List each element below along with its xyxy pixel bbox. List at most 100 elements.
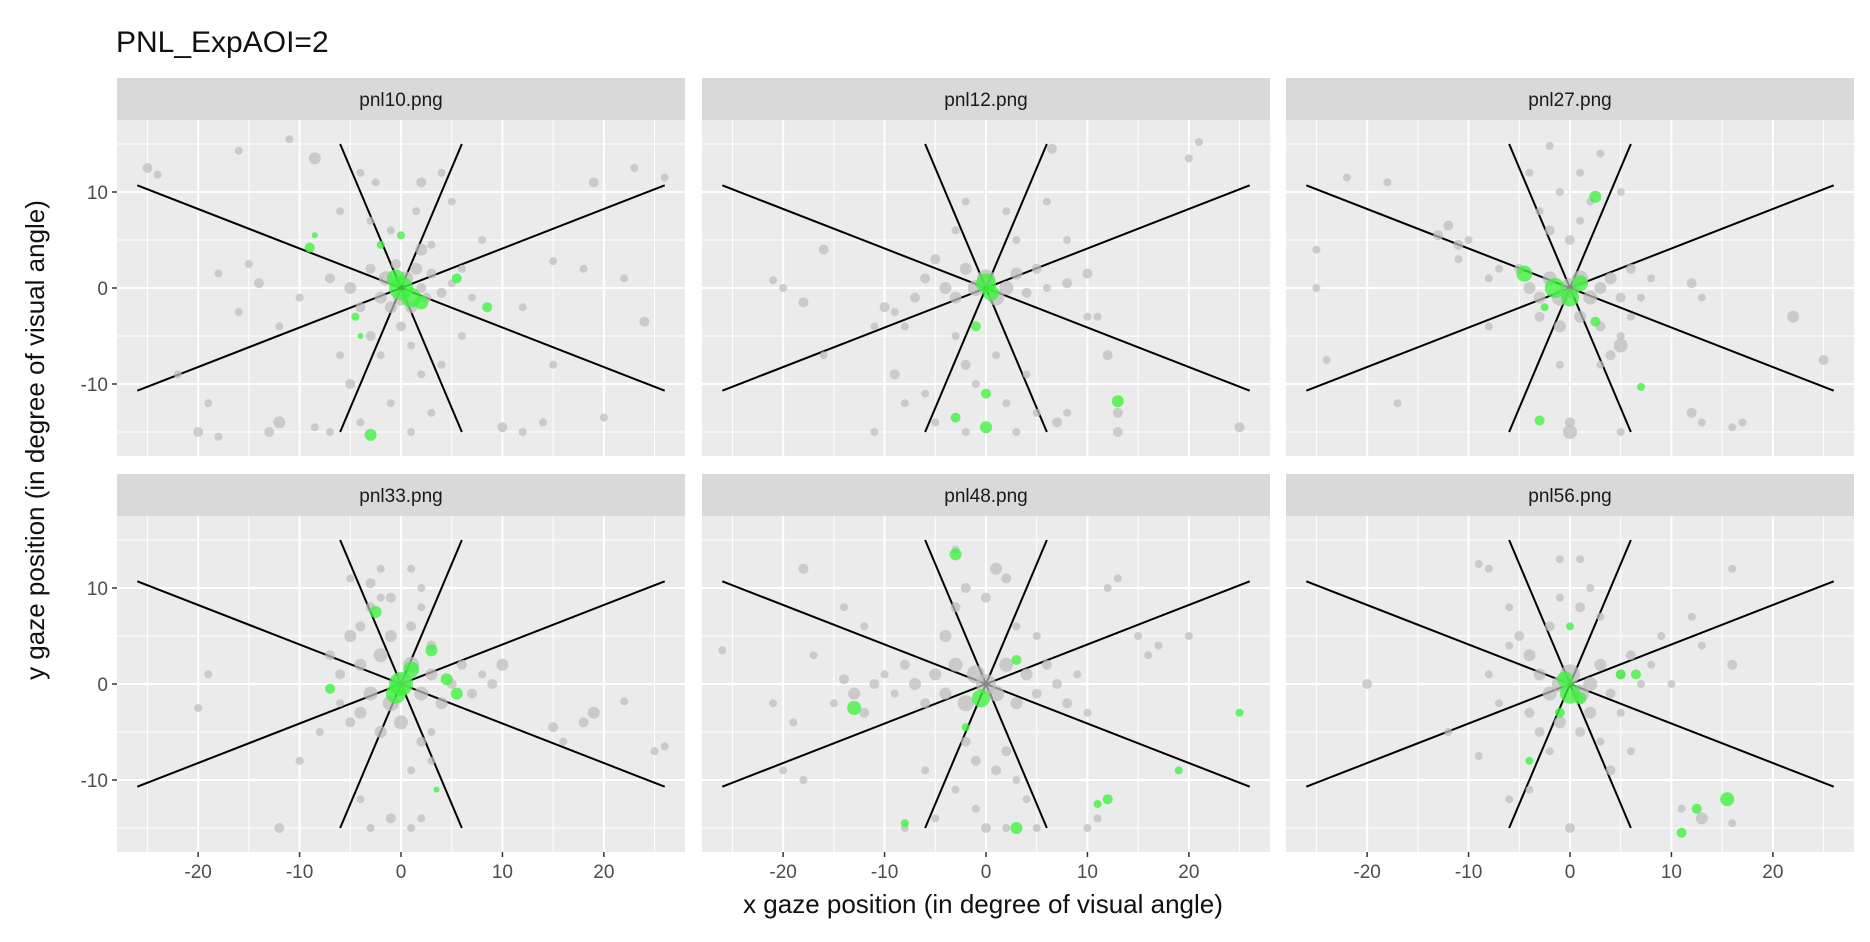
gaze-point — [336, 351, 345, 360]
panel-6: pnl56.png — [1286, 474, 1854, 852]
gaze-point — [1474, 752, 1483, 760]
gaze-point — [957, 695, 974, 712]
gaze-point — [1103, 584, 1112, 592]
gaze-point — [1533, 291, 1546, 304]
gaze-point — [599, 413, 608, 422]
gaze-point — [950, 602, 961, 613]
gaze-point-aoi — [1572, 275, 1589, 292]
gaze-point — [1322, 356, 1331, 364]
gaze-point — [214, 269, 223, 278]
gaze-point — [1012, 428, 1021, 436]
gaze-point — [366, 216, 375, 225]
gaze-point — [1444, 728, 1453, 736]
gaze-point — [1616, 708, 1625, 717]
gaze-point-aoi — [1630, 669, 1641, 680]
gaze-point — [819, 351, 828, 360]
gaze-point — [1637, 680, 1645, 688]
gaze-point — [354, 658, 367, 671]
gaze-point — [315, 728, 324, 736]
gaze-point — [1555, 555, 1564, 564]
gaze-point — [1555, 360, 1564, 369]
gaze-point — [1073, 670, 1082, 679]
gaze-point — [285, 135, 294, 144]
gaze-point — [1728, 423, 1737, 432]
gaze-point — [1553, 320, 1566, 333]
gaze-point-aoi — [1174, 766, 1183, 775]
gaze-point — [559, 737, 568, 746]
gaze-point — [325, 273, 335, 284]
gaze-point — [173, 370, 182, 379]
gaze-point — [1604, 272, 1617, 285]
gaze-point — [365, 578, 376, 589]
gaze-point — [1134, 632, 1143, 640]
gaze-point — [981, 592, 991, 603]
gaze-point — [1534, 311, 1545, 322]
gaze-point — [417, 603, 426, 612]
gaze-point — [799, 776, 808, 784]
gaze-point — [468, 293, 476, 302]
gaze-point — [416, 736, 427, 747]
gaze-point — [345, 717, 356, 728]
x-tick-label: 20 — [593, 862, 614, 883]
gaze-point — [1596, 612, 1605, 621]
gaze-point — [153, 170, 162, 179]
gaze-point — [410, 262, 423, 275]
gaze-point — [407, 428, 416, 436]
gaze-point — [1625, 263, 1636, 274]
gaze-point — [921, 389, 930, 398]
gaze-point — [1727, 659, 1738, 670]
gaze-point — [386, 226, 395, 235]
gaze-point — [1505, 603, 1514, 612]
x-tick-label: -20 — [769, 862, 796, 883]
gaze-point — [971, 804, 980, 813]
gaze-point — [579, 264, 588, 273]
gaze-point-aoi — [433, 786, 440, 793]
gaze-point-aoi — [325, 683, 335, 694]
gaze-point — [539, 418, 547, 427]
gaze-point — [779, 766, 788, 775]
gaze-point — [1594, 658, 1607, 671]
gaze-point — [578, 717, 589, 728]
gaze-point — [1010, 697, 1023, 710]
gaze-point-aoi — [1102, 794, 1113, 805]
gaze-point-aoi — [900, 819, 909, 828]
gaze-point-aoi — [1516, 265, 1533, 282]
gaze-point — [1738, 418, 1747, 427]
gaze-point-aoi — [1525, 756, 1534, 765]
gaze-point — [1184, 154, 1193, 163]
gaze-point — [870, 428, 879, 436]
gaze-point — [1154, 641, 1163, 650]
gaze-point — [1584, 706, 1597, 719]
gaze-point — [1565, 823, 1575, 833]
x-tick-label: 10 — [492, 862, 513, 883]
gaze-point-aoi — [1615, 669, 1626, 680]
gaze-point-aoi — [1544, 278, 1565, 298]
gaze-point — [414, 686, 429, 701]
gaze-point — [1021, 287, 1032, 298]
gaze-point-aoi — [385, 683, 406, 704]
gaze-point — [346, 574, 355, 583]
gaze-point — [264, 427, 275, 437]
gaze-point — [1686, 278, 1697, 289]
gaze-point — [1565, 417, 1575, 428]
gaze-point — [386, 399, 395, 408]
gaze-point — [1032, 632, 1041, 640]
gaze-point — [437, 360, 446, 369]
gaze-point — [497, 422, 508, 433]
gaze-point — [254, 278, 264, 289]
gaze-point — [1312, 284, 1321, 292]
gaze-point-aoi — [1676, 827, 1687, 838]
gaze-point — [407, 341, 416, 350]
chart-title: PNL_ExpAOI=2 — [116, 26, 329, 59]
gaze-point — [1525, 168, 1534, 177]
gaze-point — [1505, 795, 1514, 804]
gaze-point — [1542, 686, 1557, 701]
gaze-point — [920, 273, 931, 284]
gaze-point-aoi — [1574, 692, 1587, 705]
gaze-point — [1083, 824, 1092, 832]
gaze-point — [910, 292, 920, 303]
gaze-point-aoi — [1720, 792, 1735, 807]
x-axis-ticks: -20 -10 0 10 20 -20 -10 0 10 20 -20 -10 0 10 20 — [184, 852, 1783, 883]
gaze-point — [363, 686, 378, 701]
gaze-point — [548, 722, 559, 733]
